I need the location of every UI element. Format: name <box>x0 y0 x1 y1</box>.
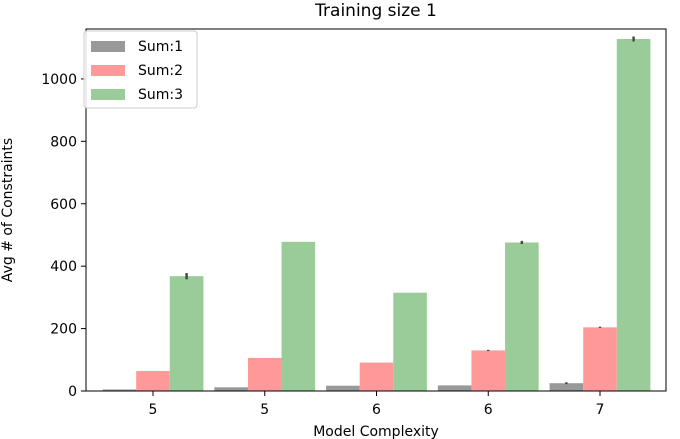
legend-swatch <box>91 41 125 52</box>
bar-sum-3-4 <box>616 38 651 392</box>
bar-sum-2-1 <box>247 357 282 391</box>
y-tick-label: 1000 <box>41 72 77 88</box>
x-tick-label: 6 <box>372 402 381 418</box>
y-tick-label: 0 <box>68 384 77 400</box>
x-tick-label: 6 <box>484 402 493 418</box>
y-tick-label: 200 <box>50 322 77 338</box>
bar-sum-3-2 <box>393 292 427 391</box>
bar-sum-2-0 <box>136 371 170 391</box>
legend: Sum:1 Sum:2 Sum:3 <box>83 30 198 109</box>
chart-title: Training size 1 <box>314 1 437 21</box>
y-axis: 0 200 400 600 800 1000 <box>41 72 86 400</box>
bar-sum-1-3 <box>437 385 472 391</box>
legend-label: Sum:1 <box>138 39 183 55</box>
x-tick-label: 5 <box>260 402 269 418</box>
error-bars-layer <box>185 36 635 385</box>
legend-swatch <box>91 65 125 76</box>
x-tick-label: 7 <box>596 402 605 418</box>
legend-swatch <box>91 89 125 100</box>
legend-label: Sum:3 <box>138 87 183 103</box>
bar-sum-1-4 <box>549 383 584 391</box>
y-tick-label: 800 <box>50 134 77 150</box>
x-axis-label: Model Complexity <box>313 424 439 439</box>
y-tick-label: 600 <box>50 197 77 213</box>
x-tick-label: 5 <box>149 402 158 418</box>
y-tick-label: 400 <box>50 259 77 275</box>
bar-sum-3-1 <box>281 241 316 391</box>
bar-sum-1-2 <box>326 385 360 391</box>
y-axis-label: Avg # of Constraints <box>0 138 16 282</box>
legend-label: Sum:2 <box>138 63 183 79</box>
bars-layer <box>102 38 651 392</box>
bar-sum-2-3 <box>471 350 506 391</box>
bar-sum-3-3 <box>505 242 539 391</box>
bar-sum-2-2 <box>359 362 394 391</box>
bar-sum-1-0 <box>102 389 137 391</box>
bar-sum-2-4 <box>583 327 617 391</box>
x-axis: 5 5 6 6 7 <box>149 391 605 418</box>
bar-sum-3-0 <box>169 276 204 391</box>
bar-sum-1-1 <box>214 387 248 391</box>
